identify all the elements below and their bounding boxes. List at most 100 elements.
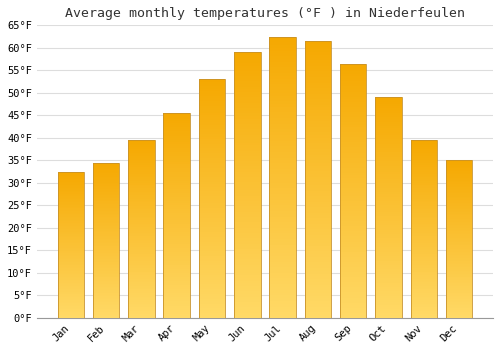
Bar — [198, 84, 225, 86]
Bar — [58, 191, 84, 192]
Bar — [128, 277, 154, 279]
Bar — [164, 312, 190, 314]
Bar — [234, 315, 260, 318]
Bar — [304, 105, 331, 107]
Bar — [93, 167, 120, 169]
Bar — [234, 214, 260, 217]
Bar — [58, 179, 84, 180]
Bar — [304, 177, 331, 180]
Bar — [304, 83, 331, 85]
Bar — [340, 66, 366, 69]
Bar — [58, 192, 84, 194]
Bar — [304, 63, 331, 66]
Bar — [446, 168, 472, 170]
Bar — [234, 137, 260, 140]
Bar — [446, 266, 472, 267]
Bar — [375, 111, 402, 113]
Bar — [234, 217, 260, 219]
Bar — [198, 180, 225, 182]
Bar — [164, 121, 190, 123]
Bar — [270, 62, 296, 65]
Bar — [304, 119, 331, 121]
Bar — [375, 135, 402, 137]
Bar — [164, 168, 190, 170]
Bar — [270, 284, 296, 287]
Bar — [270, 149, 296, 152]
Bar — [198, 82, 225, 84]
Bar — [375, 270, 402, 272]
Bar — [58, 314, 84, 315]
Bar — [270, 160, 296, 163]
Bar — [58, 245, 84, 246]
Bar — [410, 259, 437, 261]
Bar — [234, 241, 260, 244]
Bar — [340, 244, 366, 247]
Bar — [304, 216, 331, 218]
Bar — [234, 159, 260, 161]
Bar — [410, 149, 437, 151]
Bar — [446, 312, 472, 313]
Bar — [340, 135, 366, 137]
Bar — [446, 186, 472, 187]
Bar — [198, 122, 225, 125]
Bar — [93, 218, 120, 220]
Bar — [93, 208, 120, 209]
Bar — [93, 250, 120, 251]
Bar — [164, 300, 190, 301]
Bar — [234, 204, 260, 206]
Bar — [198, 110, 225, 113]
Bar — [340, 112, 366, 114]
Bar — [93, 268, 120, 270]
Bar — [198, 120, 225, 122]
Bar — [93, 180, 120, 181]
Bar — [128, 181, 154, 183]
Bar — [93, 273, 120, 274]
Bar — [304, 66, 331, 69]
Bar — [446, 160, 472, 318]
Bar — [164, 211, 190, 214]
Bar — [164, 257, 190, 258]
Bar — [446, 192, 472, 194]
Bar — [270, 287, 296, 290]
Bar — [198, 187, 225, 189]
Bar — [93, 236, 120, 237]
Bar — [375, 99, 402, 102]
Bar — [198, 79, 225, 318]
Bar — [446, 301, 472, 302]
Bar — [446, 257, 472, 258]
Bar — [375, 102, 402, 104]
Bar — [234, 79, 260, 82]
Bar — [410, 167, 437, 168]
Bar — [198, 158, 225, 160]
Bar — [340, 221, 366, 224]
Bar — [446, 239, 472, 241]
Bar — [58, 173, 84, 175]
Bar — [234, 84, 260, 87]
Bar — [410, 229, 437, 231]
Bar — [340, 130, 366, 132]
Bar — [58, 198, 84, 199]
Bar — [270, 45, 296, 48]
Bar — [198, 156, 225, 158]
Bar — [58, 195, 84, 196]
Bar — [375, 216, 402, 219]
Bar — [375, 186, 402, 188]
Bar — [234, 230, 260, 233]
Bar — [58, 227, 84, 229]
Bar — [198, 285, 225, 287]
Bar — [446, 283, 472, 285]
Bar — [164, 132, 190, 134]
Bar — [446, 247, 472, 248]
Bar — [58, 207, 84, 208]
Bar — [234, 249, 260, 251]
Bar — [375, 272, 402, 274]
Bar — [198, 280, 225, 282]
Bar — [128, 238, 154, 240]
Bar — [304, 132, 331, 135]
Bar — [164, 265, 190, 267]
Bar — [93, 310, 120, 312]
Bar — [340, 178, 366, 181]
Bar — [58, 278, 84, 280]
Bar — [375, 108, 402, 111]
Bar — [410, 245, 437, 247]
